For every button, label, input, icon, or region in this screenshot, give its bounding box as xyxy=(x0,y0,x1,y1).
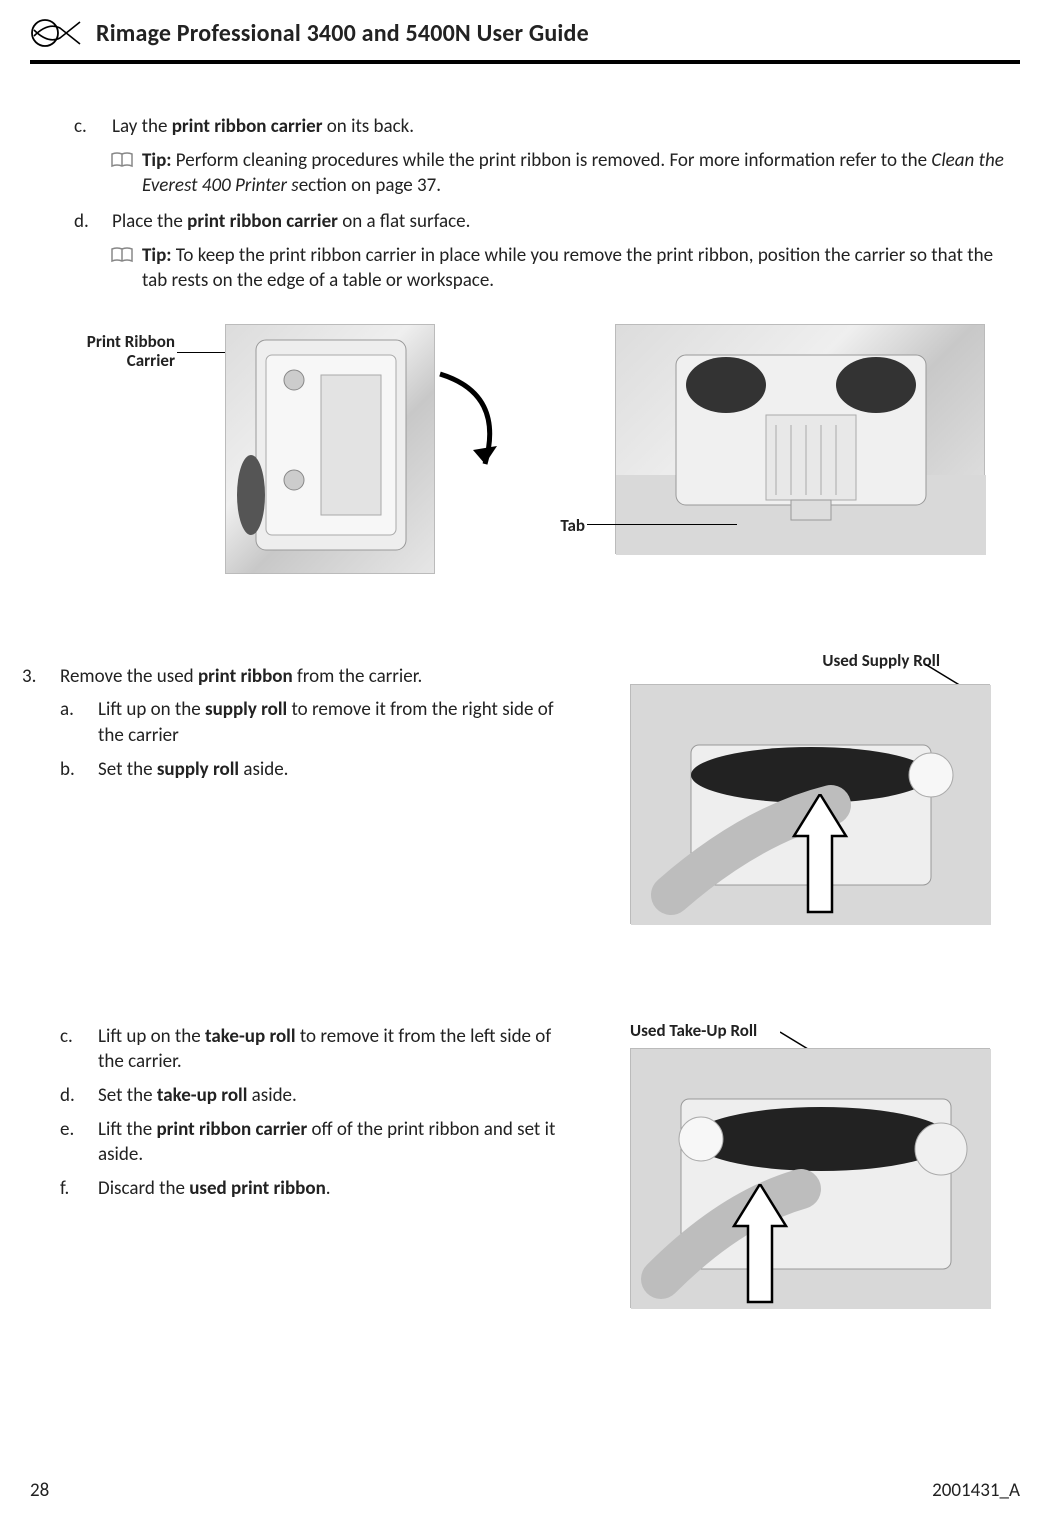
page-footer: 28 2001431_A xyxy=(30,1479,1020,1502)
bold-term: used print ribbon xyxy=(189,1177,326,1200)
rotate-arrow-icon xyxy=(425,364,515,490)
marker: d. xyxy=(74,209,94,235)
step-3a: a. Lift up on the supply roll to remove … xyxy=(60,697,560,748)
bold-term: print ribbon xyxy=(198,665,293,688)
figure-carrier-tab: Tab xyxy=(555,324,1005,584)
tip-1: Tip: Perform cleaning procedures while t… xyxy=(110,148,1010,199)
step-3c: c. Lift up on the take-up roll to remove… xyxy=(60,1024,560,1075)
step-3: 3. Remove the used print ribbon from the… xyxy=(22,664,560,690)
marker: f. xyxy=(60,1176,80,1202)
bold-term: take-up roll xyxy=(205,1025,296,1048)
image-placeholder xyxy=(630,1048,990,1308)
text: aside. xyxy=(239,758,288,781)
text: Lift up on the xyxy=(98,698,205,721)
label-used-supply-roll: Used Supply Roll xyxy=(822,650,940,671)
text: Lay the xyxy=(112,115,172,138)
text: Lift the xyxy=(98,1118,156,1141)
tip-label: Tip: xyxy=(142,149,172,172)
tip-2: Tip: To keep the print ribbon carrier in… xyxy=(110,243,1010,294)
book-icon xyxy=(110,246,134,264)
label-print-ribbon-carrier: Print Ribbon Carrier xyxy=(55,332,175,371)
text: Perform cleaning procedures while the pr… xyxy=(172,149,932,172)
bold-term: print ribbon carrier xyxy=(156,1118,307,1141)
marker: a. xyxy=(60,697,80,748)
page-header: Rimage Professional 3400 and 5400N User … xyxy=(30,0,1020,64)
text: Lift up on the xyxy=(98,1025,205,1048)
text: on its back. xyxy=(322,115,414,138)
bold-term: take-up roll xyxy=(157,1084,248,1107)
page-number: 28 xyxy=(30,1479,49,1502)
text: To keep the print ribbon carrier in plac… xyxy=(142,244,993,293)
text: Set the xyxy=(98,1084,157,1107)
figure-takeup-roll: Used Take-Up Roll xyxy=(590,1024,1010,1324)
text: from the carrier. xyxy=(293,665,423,688)
doc-number: 2001431_A xyxy=(932,1479,1020,1502)
up-arrow-icon xyxy=(730,1184,790,1310)
text: Place the xyxy=(112,210,187,233)
figure-supply-roll: Used Supply Roll xyxy=(590,664,1010,944)
step-3f: f. Discard the used print ribbon. xyxy=(60,1176,560,1202)
text: Remove the used xyxy=(60,665,198,688)
figure-row-1: Print Ribbon Carrier xyxy=(40,324,1010,584)
label-used-takeup-roll: Used Take-Up Roll xyxy=(630,1020,757,1041)
bold-term: print ribbon carrier xyxy=(187,210,338,233)
text: Set the xyxy=(98,758,157,781)
marker: 3. xyxy=(22,664,42,690)
text: . xyxy=(326,1177,331,1200)
page-body: c. Lay the print ribbon carrier on its b… xyxy=(30,114,1020,1324)
bold-term: supply roll xyxy=(205,698,287,721)
book-icon xyxy=(110,151,134,169)
rimage-logo-icon xyxy=(30,18,84,48)
step3-block: 3. Remove the used print ribbon from the… xyxy=(40,664,1010,944)
up-arrow-icon xyxy=(790,794,850,920)
marker: c. xyxy=(60,1024,80,1075)
step-3b: b. Set the supply roll aside. xyxy=(60,757,560,783)
label-tab: Tab xyxy=(545,516,585,536)
carrier-drawing xyxy=(226,325,436,575)
bold-term: supply roll xyxy=(157,758,239,781)
marker: e. xyxy=(60,1117,80,1168)
step-c: c. Lay the print ribbon carrier on its b… xyxy=(74,114,1010,140)
text: ection on page 37. xyxy=(299,174,441,197)
marker: d. xyxy=(60,1083,80,1109)
tip-label: Tip: xyxy=(142,244,172,267)
step3-block-2: c. Lift up on the take-up roll to remove… xyxy=(40,1024,1010,1324)
step-d: d. Place the print ribbon carrier on a f… xyxy=(74,209,1010,235)
figure-carrier-back: Print Ribbon Carrier xyxy=(95,324,525,584)
leader-line xyxy=(587,524,737,525)
image-placeholder xyxy=(225,324,435,574)
marker: c. xyxy=(74,114,94,140)
marker: b. xyxy=(60,757,80,783)
step-3e: e. Lift the print ribbon carrier off of … xyxy=(60,1117,560,1168)
step-3d: d. Set the take-up roll aside. xyxy=(60,1083,560,1109)
text: aside. xyxy=(247,1084,296,1107)
image-placeholder xyxy=(615,324,985,554)
text: Discard the xyxy=(98,1177,189,1200)
text: on a flat surface. xyxy=(338,210,470,233)
bold-term: print ribbon carrier xyxy=(172,115,323,138)
header-title: Rimage Professional 3400 and 5400N User … xyxy=(96,19,589,48)
